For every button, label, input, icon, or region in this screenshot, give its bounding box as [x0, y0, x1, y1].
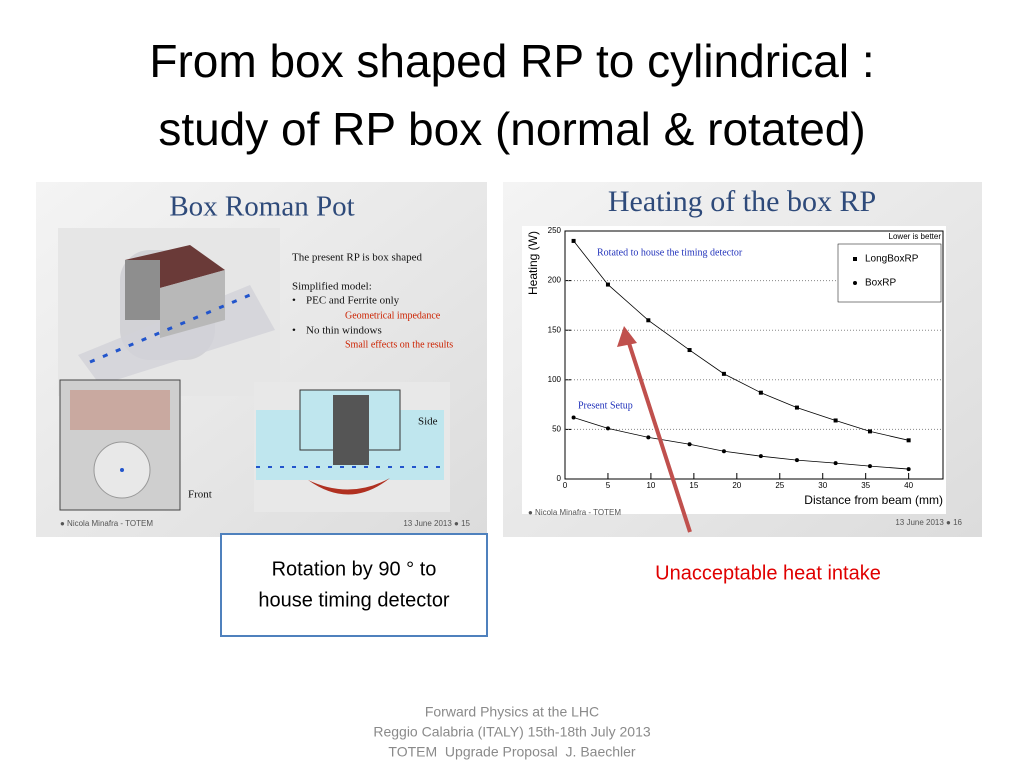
beam-pipe [78, 285, 275, 385]
arrow-head [617, 326, 637, 347]
chart-note: Lower is better [889, 232, 942, 241]
point [646, 435, 651, 440]
bullet-remark: Geometrical impedance [345, 310, 441, 321]
footer: TOTEM Upgrade Proposal J. Baechler [388, 744, 636, 760]
point [571, 238, 576, 243]
point [758, 454, 763, 459]
legend-marker [853, 257, 857, 261]
panel-footer: 13 June 2013 ● 15 [403, 519, 470, 528]
point [721, 449, 726, 454]
front-ferrite [70, 390, 170, 430]
bullet: PEC and Ferrite only [306, 295, 400, 307]
x-tick-label: 40 [904, 481, 913, 490]
arrow-shaft [626, 339, 692, 533]
y-tick-label: 0 [557, 474, 562, 483]
series-line [573, 417, 909, 470]
view-label: Side [418, 416, 438, 428]
chart-annotation: Present Setup [578, 400, 633, 411]
annotation: Unacceptable heat intake [655, 562, 881, 584]
point [867, 429, 872, 434]
x-tick-label: 0 [563, 481, 568, 490]
x-tick-label: 20 [732, 481, 741, 490]
point [571, 415, 576, 420]
front-beam [120, 468, 124, 472]
footer: Reggio Calabria (ITALY) 15th-18th July 2… [373, 724, 651, 740]
bullet-remark: Small effects on the results [345, 339, 453, 350]
box-front [160, 270, 225, 338]
x-tick-label: 35 [861, 481, 870, 490]
point [794, 405, 799, 410]
chart-annotation: Rotated to house the timing detector [597, 247, 743, 258]
y-tick-label: 150 [548, 325, 562, 334]
legend-box [837, 243, 942, 303]
title: From box shaped RP to cylindrical : [149, 35, 874, 87]
point [794, 458, 799, 463]
point [605, 426, 610, 431]
panel-footer: 13 June 2013 ● 16 [895, 518, 962, 527]
point [758, 390, 763, 395]
callout-text: Rotation by 90 ° to [272, 558, 437, 580]
point [687, 442, 692, 447]
callout-box [220, 533, 488, 637]
beam [89, 293, 251, 364]
panel-heading: Box Roman Pot [169, 191, 354, 223]
bullet: No thin windows [306, 325, 382, 337]
legend-label: BoxRP [865, 278, 896, 289]
panel-footer: ● Nicola Minafra - TOTEM [528, 508, 621, 517]
point [906, 467, 911, 472]
x-tick-label: 25 [775, 481, 784, 490]
point [906, 438, 911, 443]
side-box [333, 395, 369, 465]
y-axis-label: Heating (W) [526, 231, 540, 295]
note: The present RP is box shaped [292, 252, 423, 264]
y-tick-label: 200 [548, 276, 562, 285]
panel-footer: ● Nicola Minafra - TOTEM [60, 519, 153, 528]
footer: Forward Physics at the LHC [425, 704, 599, 720]
y-tick-label: 250 [548, 226, 562, 235]
x-tick-label: 5 [606, 481, 611, 490]
y-tick-label: 100 [548, 375, 562, 384]
x-axis-label: Distance from beam (mm) [804, 493, 943, 507]
x-tick-label: 30 [818, 481, 827, 490]
point [605, 282, 610, 287]
left-panel: Box Roman Pot The present RP is box shap… [36, 182, 487, 537]
title: study of RP box (normal & rotated) [158, 103, 865, 155]
point [833, 418, 838, 423]
panel-heading: Heating of the box RP [608, 185, 876, 218]
note: Simplified model: [292, 281, 372, 293]
callout-text: house timing detector [258, 589, 450, 611]
y-tick-label: 50 [552, 425, 561, 434]
point [646, 318, 651, 323]
x-tick-label: 15 [689, 481, 698, 490]
plot-frame [564, 230, 944, 480]
box-side [125, 260, 160, 320]
x-tick-label: 10 [646, 481, 655, 490]
bullet-dot: • [292, 325, 296, 337]
right-panel: Heating of the box RP ● Nicola Minafra -… [503, 182, 982, 537]
legend-label: LongBoxRP [865, 254, 919, 265]
bullet-dot: • [292, 295, 296, 307]
point [687, 348, 692, 353]
legend-marker [853, 281, 857, 285]
point [867, 464, 872, 469]
point [721, 371, 726, 376]
series-line [573, 240, 909, 441]
point [833, 461, 838, 466]
side-ferrite [308, 478, 390, 495]
view-label: Front [188, 489, 212, 501]
